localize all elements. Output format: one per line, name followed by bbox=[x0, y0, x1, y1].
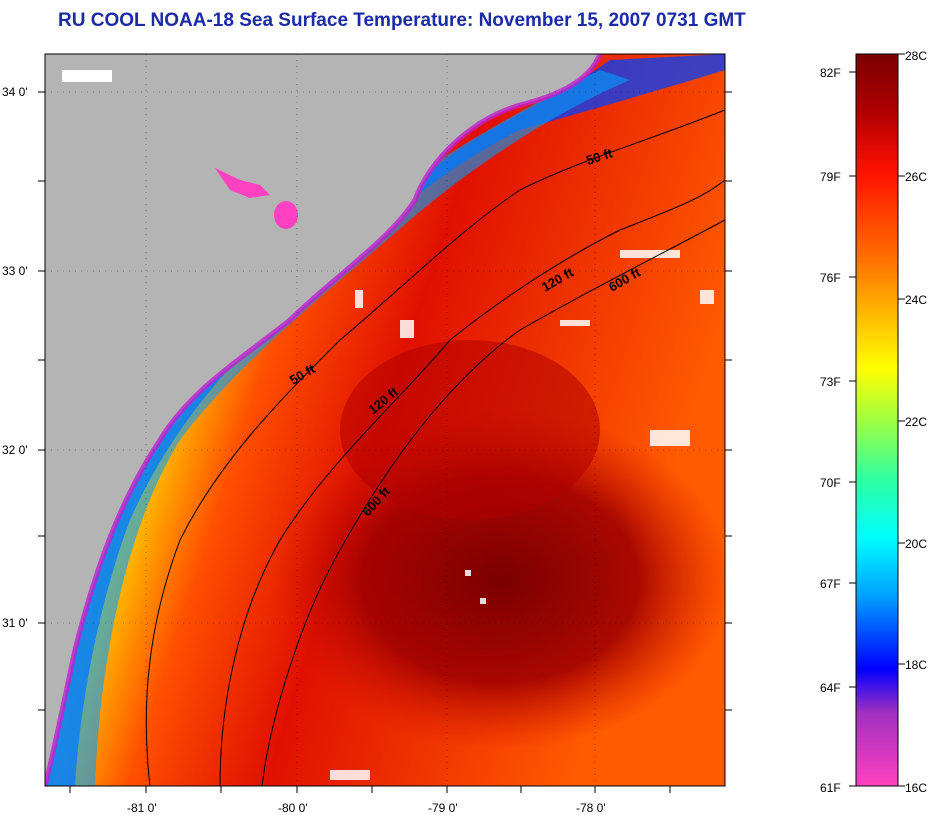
colorbar-c-16: 16C bbox=[905, 781, 927, 795]
colorbar-f-67: 67F bbox=[820, 577, 841, 591]
colorbar-f-82: 82F bbox=[820, 66, 841, 80]
cloud-mask-patch bbox=[62, 70, 112, 82]
lon-label-78: -78 0' bbox=[576, 801, 606, 815]
colorbar-f-61: 61F bbox=[820, 781, 841, 795]
lat-label-31: 31 0' bbox=[2, 616, 28, 630]
page-title: RU COOL NOAA-18 Sea Surface Temperature:… bbox=[58, 10, 746, 31]
inland-lake-moultrie bbox=[274, 201, 298, 229]
contour-600ft-line bbox=[261, 219, 725, 786]
lon-label-81: -81 0' bbox=[127, 801, 157, 815]
cloud-speckle bbox=[330, 250, 714, 780]
lat-label-34: 34 0' bbox=[2, 85, 28, 99]
colorbar-f-73: 73F bbox=[820, 375, 841, 389]
coastline bbox=[45, 54, 603, 786]
map-area: 50 ft 120 ft 600 ft 50 ft 120 ft 600 ft bbox=[45, 54, 725, 786]
colorbar-c-20: 20C bbox=[905, 537, 927, 551]
land-mass bbox=[45, 54, 600, 786]
colorbar-f-64: 64F bbox=[820, 681, 841, 695]
graticule bbox=[45, 54, 725, 786]
inland-lake-marion bbox=[215, 168, 270, 198]
colorbar-f-76: 76F bbox=[820, 271, 841, 285]
colorbar-f-70: 70F bbox=[820, 476, 841, 490]
colorbar-ticks bbox=[849, 53, 905, 787]
colorbar-f-79: 79F bbox=[820, 170, 841, 184]
lon-label-80: -80 0' bbox=[278, 801, 308, 815]
colorbar-c-28: 28C bbox=[905, 49, 927, 63]
colorbar-c-22: 22C bbox=[905, 415, 927, 429]
lat-label-32: 32 0' bbox=[2, 443, 28, 457]
colorbar-c-26: 26C bbox=[905, 170, 927, 184]
lat-label-33: 33 0' bbox=[2, 264, 28, 278]
colorbar-c-18: 18C bbox=[905, 658, 927, 672]
lon-label-79: -79 0' bbox=[428, 801, 458, 815]
colorbar-c-24: 24C bbox=[905, 293, 927, 307]
axis-ticks bbox=[38, 91, 732, 793]
gulf-stream-warm-band bbox=[340, 340, 600, 520]
contour-50ft-line bbox=[145, 109, 725, 786]
contour-120ft-line bbox=[219, 179, 725, 786]
map-frame bbox=[44, 53, 726, 787]
colorbar bbox=[855, 53, 899, 787]
